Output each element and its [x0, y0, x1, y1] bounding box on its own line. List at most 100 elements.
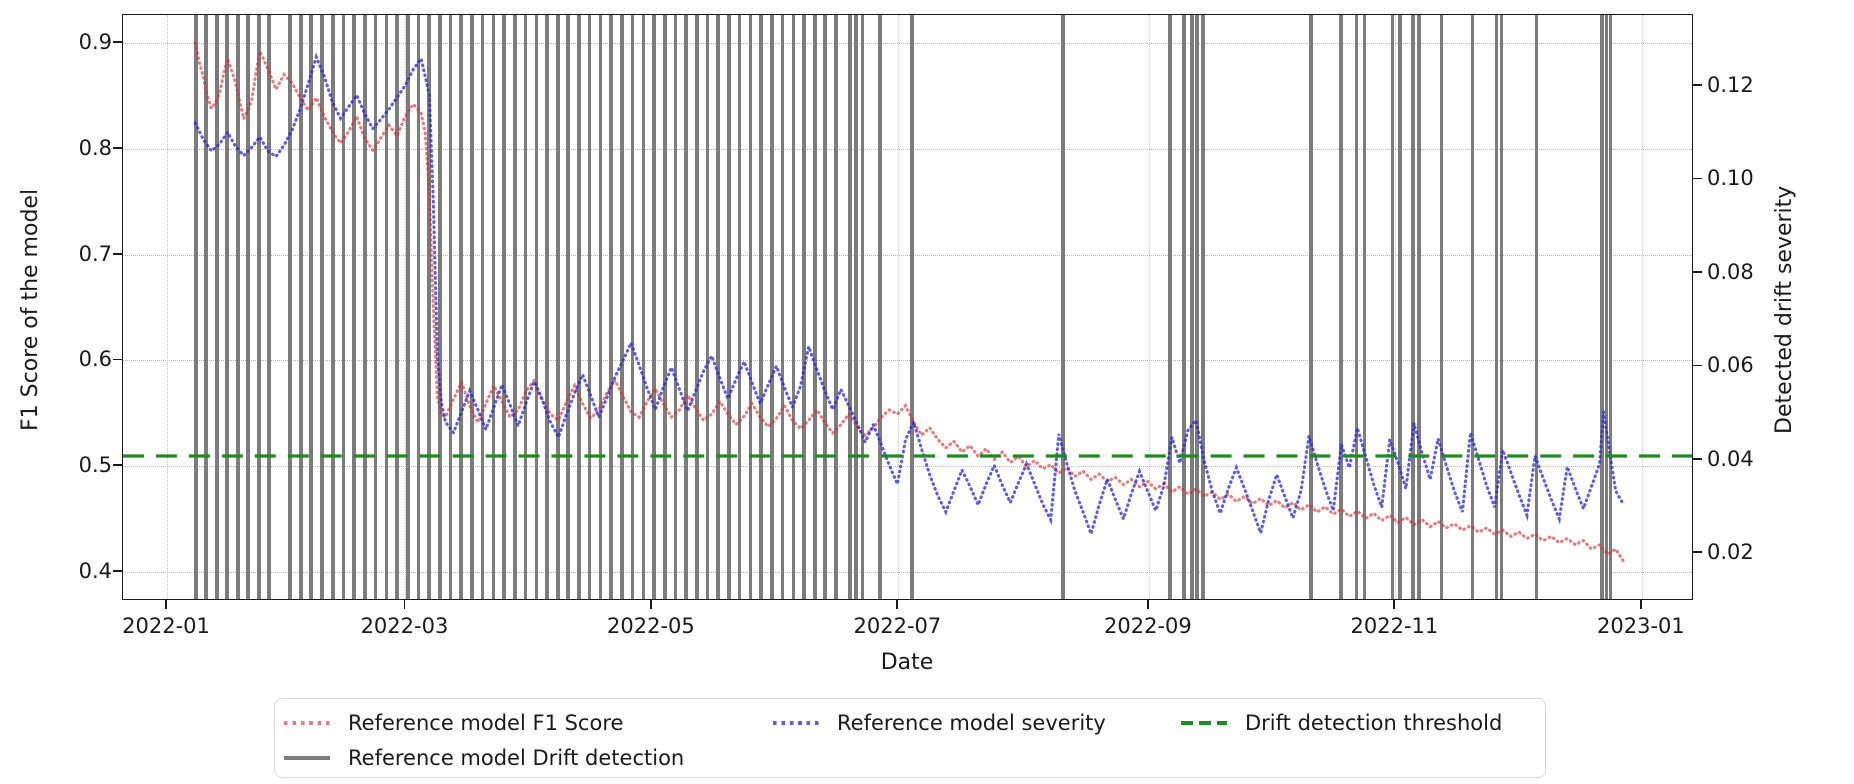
gridline-vertical: [1148, 15, 1150, 599]
drift-detection-line: [513, 15, 517, 599]
y-axis-label-left: F1 Score of the model: [18, 188, 43, 432]
drift-detection-line: [780, 15, 785, 599]
drift-detection-line: [1604, 15, 1609, 599]
drift-detection-line: [502, 15, 506, 599]
dashed-line-swatch-icon: [1181, 721, 1227, 725]
series-plot: [123, 41, 1692, 564]
dotted-line-swatch-icon: [773, 721, 819, 725]
drift-detection-line: [1608, 15, 1613, 599]
severity-series: [193, 52, 1626, 539]
gridline-vertical: [1395, 15, 1397, 599]
drift-detection-line: [802, 15, 806, 599]
drift-detection-line: [352, 15, 356, 599]
drift-detection-line: [256, 15, 261, 599]
gridline-horizontal: [123, 43, 1692, 45]
drift-detection-line: [555, 15, 560, 599]
drift-detection-line: [1339, 15, 1343, 599]
drift-detection-line: [609, 15, 613, 599]
x-tick-mark: [1639, 600, 1642, 609]
drift-detection-line: [1195, 15, 1199, 599]
y-tick-mark-left: [113, 358, 122, 361]
drift-detection-line: [854, 15, 858, 599]
drift-detection-line: [395, 15, 399, 599]
drift-detection-line: [1201, 15, 1205, 599]
y-tick-label-left: 0.9: [78, 30, 112, 55]
drift-detection-line: [427, 15, 432, 599]
x-tick-label: 2022-05: [607, 614, 695, 638]
drift-detection-line: [1309, 15, 1313, 599]
gridline-vertical: [167, 15, 169, 599]
gridline-horizontal: [123, 572, 1692, 573]
drift-detection-line: [470, 15, 474, 599]
gridline-horizontal: [123, 148, 1692, 150]
drift-detection-line: [748, 15, 753, 599]
drift-detection-line: [737, 15, 742, 599]
drift-detection-line: [716, 15, 720, 599]
legend: Reference model F1 Score Reference model …: [274, 698, 1546, 778]
x-tick-label: 2022-07: [853, 614, 942, 638]
drift-detection-line: [587, 15, 592, 599]
drift-detection-line: [491, 15, 496, 599]
drift-detection-line: [1470, 15, 1475, 599]
drift-detection-line: [1600, 15, 1605, 599]
drift-detection-line: [225, 15, 229, 599]
drift-detection-line: [770, 15, 774, 599]
drift-detection-line: [1168, 15, 1172, 599]
x-tick-label: 2023-01: [1597, 614, 1685, 638]
y-tick-label-left: 0.5: [78, 453, 112, 478]
drift-detection-line: [1494, 15, 1499, 599]
drift-detection-line: [652, 15, 656, 599]
drift-detection-line: [448, 15, 453, 599]
drift-detection-line: [267, 15, 271, 599]
drift-detection-line: [910, 15, 914, 599]
y-tick-mark-left: [113, 464, 122, 467]
drift-detection-line: [194, 15, 198, 599]
drift-detection-line: [727, 15, 731, 599]
y-axis-label-right: Detected drift severity: [1772, 185, 1797, 435]
y-tick-label-left: 0.8: [78, 135, 112, 160]
drift-detection-line: [480, 15, 485, 599]
drift-detection-line: [288, 15, 292, 599]
y-tick-label-right: 0.12: [1707, 73, 1754, 98]
drift-detection-line: [1061, 15, 1066, 599]
drift-detection-line: [384, 15, 389, 599]
drift-detection-line: [577, 15, 581, 599]
plot-area: [122, 14, 1693, 600]
drift-detection-line: [1362, 15, 1367, 599]
drift-detection-line: [834, 15, 838, 599]
drift-detection-line: [298, 15, 303, 599]
y-tick-mark-right: [1693, 177, 1702, 180]
x-tick-mark: [165, 600, 167, 609]
y-tick-mark-right: [1693, 457, 1702, 460]
drift-detection-line: [309, 15, 314, 599]
y-tick-mark-right: [1693, 271, 1702, 273]
y-tick-mark-left: [113, 41, 122, 43]
legend-label: Drift detection threshold: [1245, 711, 1503, 735]
drift-detection-line: [204, 15, 208, 599]
drift-detection-line: [341, 15, 346, 599]
drift-detection-line: [823, 15, 828, 599]
drift-detection-line: [630, 15, 635, 599]
drift-detection-line: [373, 15, 378, 599]
gridline-horizontal: [123, 360, 1692, 362]
y-tick-label-right: 0.06: [1707, 353, 1754, 378]
x-tick-mark: [403, 600, 406, 609]
drift-detection-line: [459, 15, 463, 599]
y-tick-label-right: 0.08: [1707, 259, 1754, 284]
drift-detection-line: [246, 15, 250, 599]
y-tick-label-right: 0.10: [1707, 166, 1754, 191]
drift-detection-line: [598, 15, 603, 599]
drift-detection-line: [437, 15, 442, 599]
drift-detection-line: [1534, 15, 1539, 599]
x-tick-mark: [1147, 600, 1149, 609]
drift-detection-line: [812, 15, 817, 599]
drift-detection-line: [534, 15, 539, 599]
drift-detection-line: [641, 15, 646, 599]
drift-detection-line: [848, 15, 852, 599]
drift-detection-line: [215, 15, 219, 599]
drift-detection-line: [759, 15, 763, 599]
x-tick-mark: [896, 600, 899, 609]
gridline-horizontal: [123, 466, 1692, 468]
solid-line-swatch-icon: [284, 756, 330, 760]
y-tick-mark-right: [1693, 364, 1702, 367]
